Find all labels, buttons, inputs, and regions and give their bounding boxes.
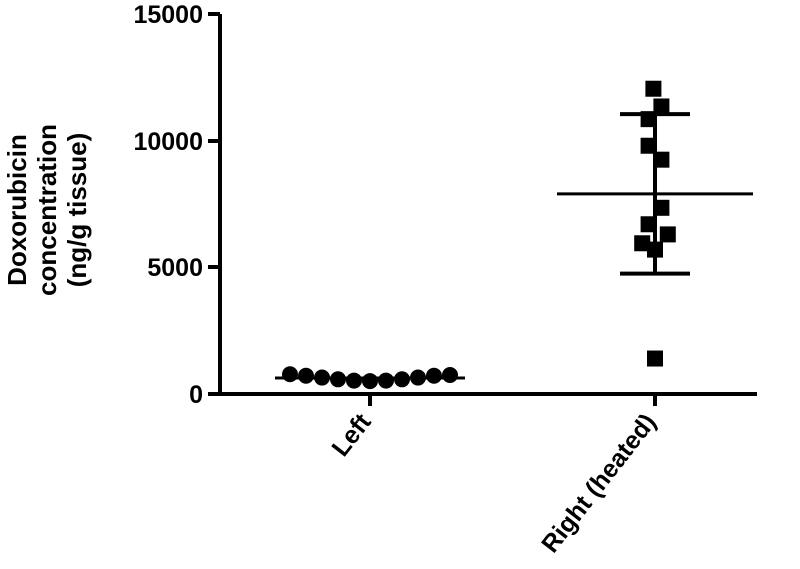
y-axis-label-line-3: (ng/g tissue) [62,133,92,288]
data-point-left-10 [426,367,442,384]
data-marks [275,80,753,390]
data-point-right-6 [653,199,670,216]
data-point-right-4 [640,137,657,154]
data-point-left-5 [346,372,362,389]
y-tick-label-15000: 15000 [133,1,203,29]
y-axis-label-line-1: Doxorubicin [2,134,32,286]
data-point-left-2 [298,367,314,384]
y-tick-label-5000: 5000 [147,254,203,282]
data-point-right-11 [647,350,663,367]
data-point-left-6 [362,373,378,390]
data-point-right-7 [640,216,657,233]
data-point-right-5 [653,151,670,168]
y-tick-label-10000: 10000 [133,128,203,156]
x-tick-label-right: Right (heated) [536,408,662,558]
y-ticks [208,12,220,396]
data-point-left-1 [282,366,298,383]
data-point-left-7 [378,372,394,389]
data-point-right-2 [653,98,670,115]
y-tick-label-0: 0 [189,381,203,409]
data-point-right-9 [634,235,651,252]
x-tick-label-left: Left [326,408,377,462]
data-point-right-8 [659,226,676,243]
y-axis-label-line-2: concentration [32,124,62,296]
data-point-left-11 [442,367,458,383]
data-point-right-1 [645,80,662,97]
